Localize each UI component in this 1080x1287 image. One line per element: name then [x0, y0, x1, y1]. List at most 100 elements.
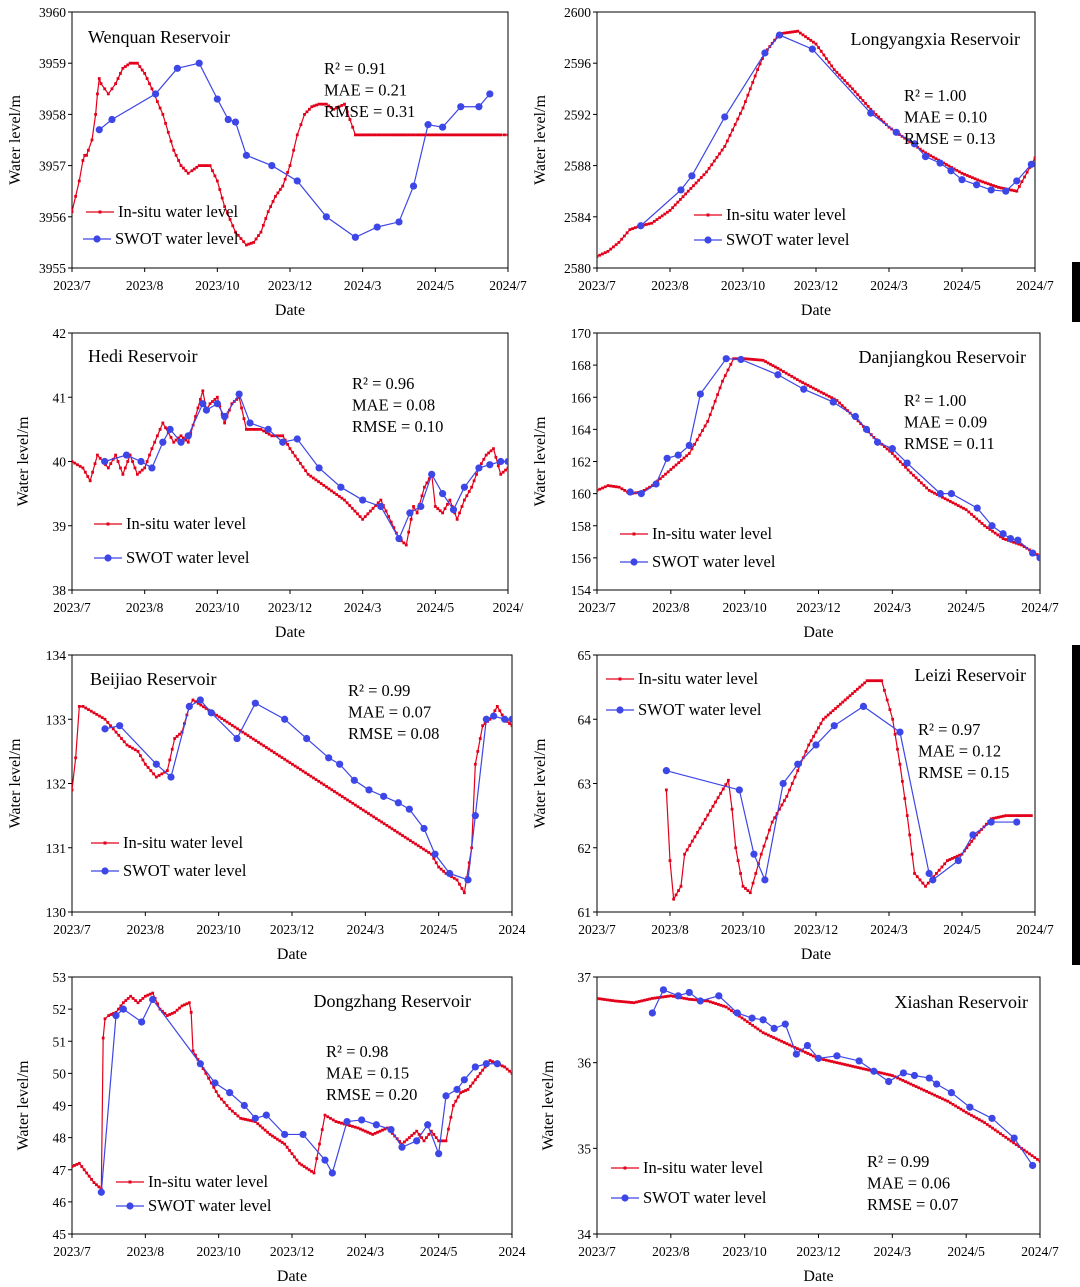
insitu-point — [369, 509, 372, 513]
insitu-point — [74, 756, 78, 760]
insitu-point — [356, 133, 360, 137]
insitu-point — [109, 724, 112, 728]
insitu-point — [835, 70, 839, 74]
swot-point — [781, 1020, 789, 1028]
insitu-point — [262, 744, 266, 748]
swot-point — [428, 470, 436, 478]
y-tick-label: 160 — [571, 487, 592, 502]
swot-point — [637, 222, 645, 230]
insitu-point — [175, 1008, 179, 1012]
insitu-point — [470, 485, 474, 489]
insitu-point — [773, 816, 777, 820]
insitu-point — [865, 679, 869, 683]
insitu-point — [491, 1060, 494, 1063]
insitu-point — [753, 74, 757, 78]
insitu-point — [262, 429, 266, 433]
insitu-point — [762, 844, 766, 848]
y-tick-label: 42 — [53, 326, 67, 341]
insitu-point — [843, 1063, 847, 1066]
insitu-point — [217, 715, 221, 719]
insitu-point — [883, 688, 886, 692]
insitu-point — [392, 133, 396, 137]
insitu-point — [169, 436, 173, 439]
insitu-point — [246, 734, 250, 737]
insitu-point — [817, 46, 821, 50]
insitu-point — [873, 679, 876, 683]
insitu-point — [1020, 543, 1023, 547]
insitu-point — [845, 81, 849, 85]
insitu-point — [737, 1014, 741, 1018]
insitu-point — [943, 862, 947, 866]
insitu-point — [354, 133, 357, 137]
insitu-point — [463, 133, 466, 137]
insitu-point — [983, 1121, 987, 1125]
insitu-point — [496, 464, 500, 468]
insitu-point — [471, 1081, 475, 1085]
insitu-point — [315, 1157, 319, 1160]
insitu-point — [78, 464, 82, 468]
stat-rmse: RMSE = 0.15 — [918, 763, 1009, 782]
swot-point — [471, 1063, 479, 1071]
insitu-point — [1009, 1139, 1013, 1143]
x-tick-label: 2023/12 — [270, 1244, 314, 1259]
insitu-point — [1035, 1157, 1039, 1161]
swot-point — [351, 233, 359, 241]
swot-point — [122, 451, 131, 459]
insitu-point — [359, 807, 363, 810]
plot-frame — [71, 976, 513, 1235]
insitu-point — [977, 830, 981, 834]
insitu-point — [233, 725, 237, 729]
insitu-point — [693, 835, 697, 839]
insitu-point — [334, 1120, 338, 1123]
insitu-point — [934, 157, 938, 161]
insitu-point — [93, 462, 97, 466]
edge-mark — [1072, 262, 1080, 322]
y-tick-label: 53 — [53, 970, 67, 985]
insitu-point — [708, 1000, 712, 1004]
insitu-point — [719, 1003, 723, 1007]
insitu-point — [724, 1005, 728, 1009]
insitu-point — [883, 445, 886, 448]
stat-rmse: RMSE = 0.11 — [904, 434, 995, 453]
insitu-point — [999, 186, 1003, 190]
insitu-point — [1017, 542, 1021, 546]
insitu-point — [311, 476, 315, 480]
panel-title: Beijiao Reservoir — [90, 669, 216, 689]
legend-swot-marker — [616, 706, 624, 714]
insitu-point — [441, 511, 444, 515]
swot-series — [626, 355, 1040, 562]
insitu-point — [991, 184, 995, 187]
swot-point — [439, 490, 447, 498]
insitu-point — [103, 717, 107, 721]
x-tick-label: 2023/10 — [197, 1244, 242, 1259]
insitu-point — [606, 249, 610, 253]
x-axis-label: Date — [277, 946, 307, 963]
insitu-point — [648, 997, 652, 1001]
swot-point — [213, 400, 221, 408]
insitu-point — [131, 997, 135, 1000]
insitu-point — [458, 882, 461, 886]
swot-point — [973, 181, 981, 189]
insitu-point — [415, 511, 419, 515]
insitu-point — [825, 57, 828, 61]
insitu-point — [769, 1034, 773, 1038]
insitu-point — [937, 868, 941, 872]
insitu-point — [249, 241, 253, 245]
insitu-point — [478, 737, 482, 740]
insitu-point — [838, 1061, 841, 1065]
insitu-point — [446, 502, 449, 506]
insitu-point — [609, 247, 613, 251]
insitu-point — [412, 505, 415, 508]
insitu-point — [168, 758, 172, 762]
x-tick-label: 2023/8 — [652, 1244, 690, 1259]
insitu-point — [288, 164, 292, 167]
insitu-point — [234, 230, 237, 234]
insitu-point — [429, 852, 433, 856]
insitu-point — [236, 1114, 240, 1118]
insitu-point — [163, 770, 166, 774]
insitu-point — [829, 711, 832, 715]
insitu-point — [184, 438, 188, 442]
insitu-point — [975, 517, 979, 521]
